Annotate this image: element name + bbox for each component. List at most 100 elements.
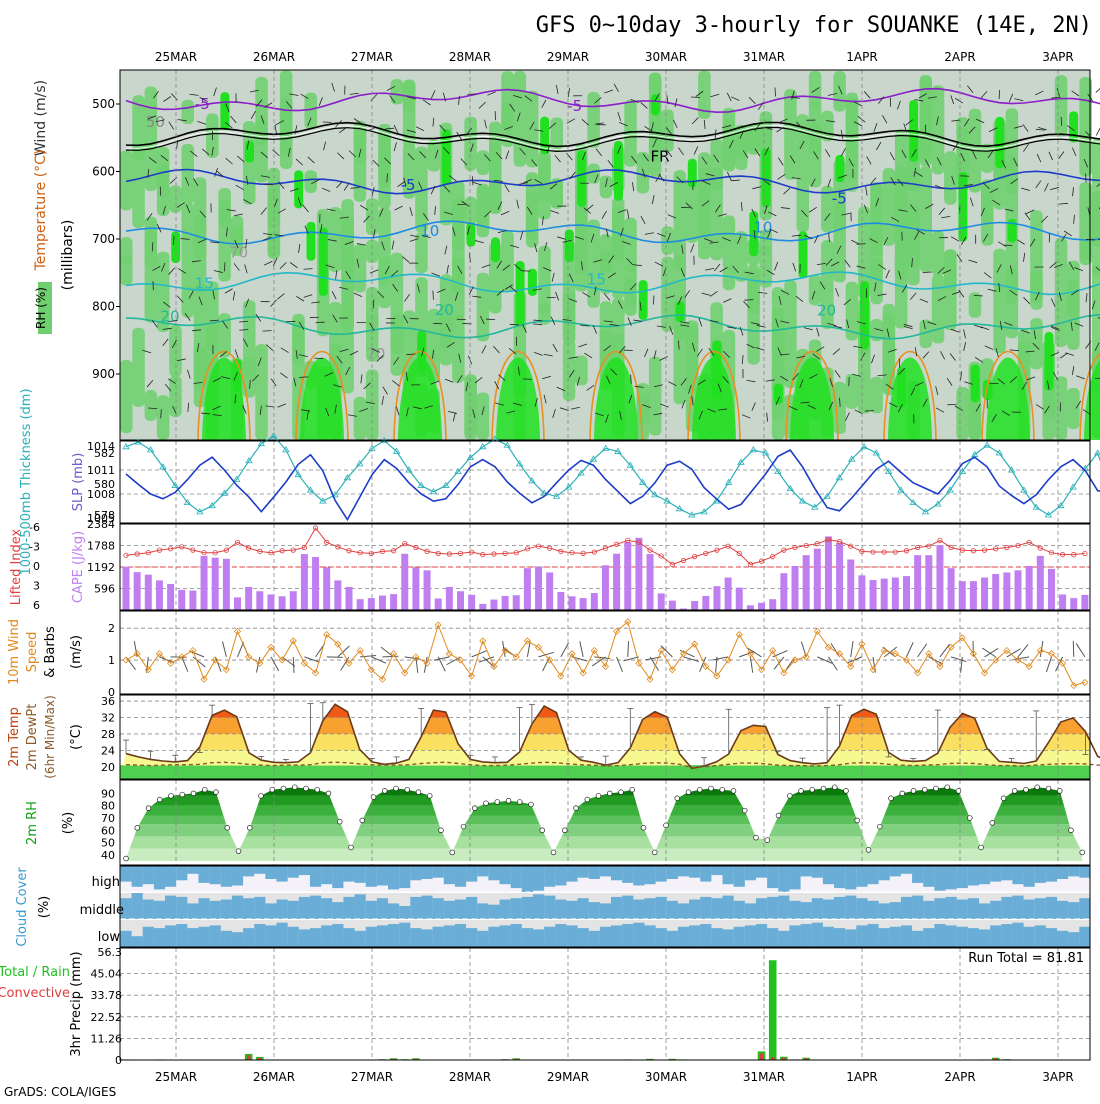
rh-mid-cell: [735, 231, 748, 282]
precip-axis-label: 3hr Precip (mm): [69, 951, 84, 1056]
cape-bar: [412, 567, 419, 610]
cloud-bar: [421, 929, 432, 947]
rh-mid-cell: [969, 292, 982, 317]
rh-mid-cell: [563, 292, 576, 344]
rh-marker: [641, 825, 646, 830]
cloud-bar: [745, 925, 756, 947]
cloud-bar: [522, 928, 533, 947]
rh-marker: [360, 818, 365, 823]
rh-marker: [652, 850, 657, 855]
cloud-bar: [968, 928, 979, 947]
rh-mid-cell: [157, 395, 170, 440]
millibars-axis-label: (millibars): [60, 220, 76, 291]
cape-bar: [936, 545, 943, 610]
rh-mid-cell: [784, 89, 797, 180]
cloud-bar: [789, 866, 800, 889]
rh-marker: [270, 787, 275, 792]
cloud-bar: [767, 866, 778, 888]
cloud-bar: [466, 897, 477, 919]
rh-mid-cell: [637, 152, 650, 194]
cloud-bar: [154, 901, 165, 919]
wind-barb-10m: [985, 648, 999, 656]
precip-convective-bar: [760, 1053, 764, 1060]
rh-mid-cell: [723, 215, 736, 269]
rh-mid-cell: [981, 144, 994, 173]
rh-marker: [202, 787, 207, 792]
rh-mid-cell: [145, 217, 158, 323]
cloud-bar: [823, 900, 834, 920]
cape-bar: [256, 591, 263, 610]
cloud-bar: [511, 866, 522, 888]
cloud-bar: [1079, 927, 1090, 947]
temperature-axis-label: Temperature (°C): [33, 150, 49, 272]
cloud-bar: [488, 866, 499, 880]
rh-mid-cell: [538, 155, 551, 220]
cloud-bar: [388, 866, 399, 889]
rh-marker: [810, 787, 815, 792]
rh-mid-cell: [833, 203, 846, 282]
rh-marker: [146, 806, 151, 811]
cloud-bar: [633, 900, 644, 920]
wind-barb: [224, 262, 225, 271]
rh-high-cell: [528, 269, 537, 296]
rh-band: [120, 806, 1090, 816]
cloud-bar: [845, 896, 856, 919]
rh-tick-label: 70: [101, 812, 115, 825]
rh-high-cell: [245, 141, 254, 163]
cloud-bar: [689, 866, 700, 878]
cloud-bar: [254, 897, 265, 919]
cloud-bar: [834, 897, 845, 919]
cape-bar: [858, 575, 865, 610]
wind-barb-10m: [580, 641, 583, 657]
cape-bar: [346, 587, 353, 610]
cloud-bar: [210, 866, 221, 884]
cloud-bar: [812, 866, 823, 878]
cape-bar: [123, 567, 130, 610]
day-label-top: 3APR: [1042, 50, 1073, 64]
wind-axis-label: Wind (m/s): [33, 80, 49, 156]
cape-bar: [736, 588, 743, 610]
cloud-bar: [778, 866, 789, 892]
cloud-bar: [723, 896, 734, 919]
cloud-bar: [578, 928, 589, 947]
rh-marker: [349, 845, 354, 850]
cloud-bar: [689, 925, 700, 947]
contour-label: -5: [195, 95, 210, 113]
cloud-bar: [165, 896, 176, 919]
rh-marker: [990, 820, 995, 825]
cloud-bar: [444, 866, 455, 884]
cape-bar: [925, 555, 932, 610]
cape-bar: [1059, 594, 1066, 610]
rh-marker: [315, 787, 320, 792]
rh-marker: [686, 790, 691, 795]
rh-marker: [630, 787, 635, 792]
cape-bar: [301, 554, 308, 610]
cloud-bar: [522, 897, 533, 919]
cape-bar: [290, 591, 297, 610]
cape-bar: [245, 587, 252, 610]
cloud-bar: [678, 866, 689, 876]
day-label-bottom: 27MAR: [351, 1070, 393, 1084]
cloud-bar: [1046, 866, 1057, 882]
cloud-bar: [265, 903, 276, 919]
day-label-top: 27MAR: [351, 50, 393, 64]
cloud-bar: [934, 924, 945, 947]
cloud-bar: [667, 931, 678, 947]
rh-high-cell: [565, 229, 574, 262]
rh-mid-cell: [305, 93, 318, 130]
wind-barb: [856, 244, 865, 245]
cloud-bar: [187, 928, 198, 947]
cape-bar: [702, 596, 709, 610]
temp-tick-label: 32: [101, 711, 115, 724]
rh-mid-cell: [391, 79, 404, 104]
rh-mid-cell: [1006, 232, 1019, 338]
rh-marker: [439, 828, 444, 833]
rh-mid-cell: [747, 269, 760, 365]
cloud-bar: [979, 903, 990, 919]
cape-bar: [424, 570, 431, 610]
cape-bar: [948, 568, 955, 610]
rh-high-cell: [491, 237, 500, 262]
rh-mid-cell: [649, 73, 662, 95]
rh-high-cell: [307, 222, 316, 261]
rh-marker: [776, 813, 781, 818]
